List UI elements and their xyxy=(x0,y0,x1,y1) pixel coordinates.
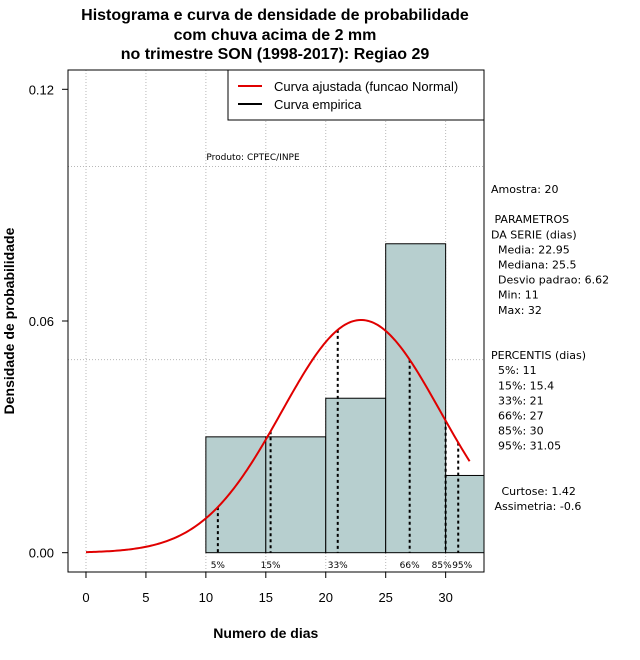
stat-line-17: 85%: 30 xyxy=(491,425,544,438)
stat-line-3: PARAMETROS xyxy=(491,213,569,226)
chart-title: Histograma e curva de densidade de proba… xyxy=(81,7,469,63)
stat-line-22: Assimetria: -0.6 xyxy=(491,500,581,513)
normal-curve xyxy=(85,318,471,554)
chart-title-line-2: com chuva acima de 2 mm xyxy=(174,27,377,44)
product-label: Produto: CPTEC/INPE xyxy=(206,153,300,163)
y-tick-label-1: 0.06 xyxy=(29,314,54,329)
stat-line-15: 33%: 21 xyxy=(491,394,544,407)
legend-label-1: Curva ajustada (funcao Normal) xyxy=(274,79,458,94)
x-axis-title: Numero de dias xyxy=(213,625,318,641)
stat-line-1: Amostra: 20 xyxy=(491,183,558,196)
statistics-panel: Amostra: 20 PARAMETROS DA SERIE (dias) Me… xyxy=(491,183,609,513)
percentile-label-4: 66% xyxy=(400,561,420,571)
legend: Curva ajustada (funcao Normal) Curva empi… xyxy=(227,69,485,121)
y-axis-title: Densidade de probabilidade xyxy=(1,227,17,414)
percentile-label-1: 5% xyxy=(211,561,226,571)
stat-line-18: 95%: 31.05 xyxy=(491,440,561,453)
x-tick-label-0: 0 xyxy=(82,590,89,605)
histogram-bar-5 xyxy=(445,474,484,554)
chart-title-line-1: Histograma e curva de densidade de proba… xyxy=(81,7,469,24)
percentile-label-6: 95% xyxy=(452,561,472,571)
stat-line-14: 15%: 15.4 xyxy=(491,379,554,392)
stat-line-7: Desvio padrao: 6.62 xyxy=(491,274,609,287)
legend-label-2: Curva empirica xyxy=(274,97,362,112)
normal-curve-line xyxy=(85,318,471,554)
histogram-bar-3 xyxy=(325,397,387,554)
x-tick-label-20: 20 xyxy=(319,590,333,605)
stat-line-6: Mediana: 25.5 xyxy=(491,259,576,272)
percentile-markers: 5% 15% 33% 66% 85% 95% xyxy=(211,329,473,571)
stat-line-8: Min: 11 xyxy=(491,289,539,302)
x-tick-label-10: 10 xyxy=(199,590,213,605)
x-tick-label-30: 30 xyxy=(438,590,452,605)
histogram-bar-4 xyxy=(385,243,447,554)
histogram-bar-2 xyxy=(265,436,327,554)
percentile-label-3: 33% xyxy=(328,561,348,571)
x-tick-label-5: 5 xyxy=(142,590,149,605)
legend-box xyxy=(227,69,485,121)
stat-line-12: PERCENTIS (dias) xyxy=(491,349,586,362)
percentile-label-2: 15% xyxy=(261,561,281,571)
stat-line-9: Max: 32 xyxy=(491,304,542,317)
percentile-label-5: 85% xyxy=(432,561,452,571)
x-tick-label-15: 15 xyxy=(259,590,273,605)
stat-line-16: 66%: 27 xyxy=(491,410,544,423)
stat-line-5: Media: 22.95 xyxy=(491,243,570,256)
stat-line-4: DA SERIE (dias) xyxy=(491,228,577,241)
stat-line-21: Curtose: 1.42 xyxy=(491,485,576,498)
y-tick-label-0: 0.00 xyxy=(29,546,54,561)
y-tick-label-2: 0.12 xyxy=(29,82,54,97)
stat-line-13: 5%: 11 xyxy=(491,364,537,377)
x-tick-label-25: 25 xyxy=(378,590,392,605)
histogram-bars xyxy=(205,243,484,554)
grid-lines: Produto: CPTEC/INPE xyxy=(68,70,484,572)
chart-title-line-3: no trimestre SON (1998-2017): Regiao 29 xyxy=(121,46,430,63)
